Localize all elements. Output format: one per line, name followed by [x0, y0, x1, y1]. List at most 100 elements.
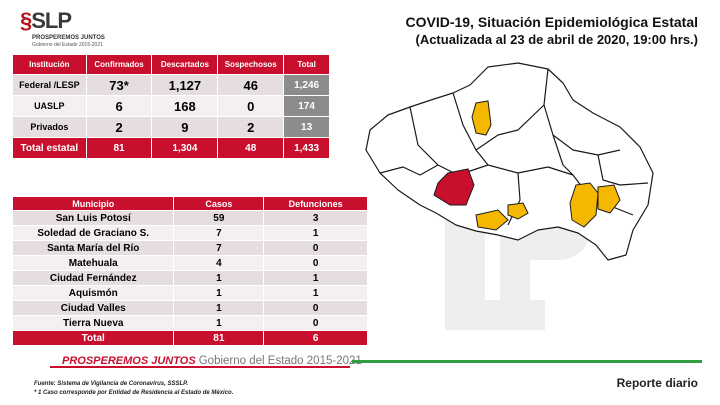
map-region-fernandez: [507, 202, 529, 220]
municipio-name: Ciudad Valles: [11, 300, 175, 316]
defunciones-cell: 1: [263, 270, 368, 286]
table-row: Ciudad Valles 1 0: [11, 300, 368, 316]
col-header-confirmados: Confirmados: [85, 54, 153, 75]
map-border: [379, 164, 439, 176]
footer-red-rule: [50, 366, 350, 368]
municipio-name: Ciudad Fernández: [11, 270, 175, 286]
sospechosos-cell: 2: [217, 116, 285, 138]
municipio-name: Soledad de Graciano S.: [11, 225, 175, 241]
institution-summary-table: Institución Confirmados Descartados Sosp…: [12, 54, 330, 159]
total-sospechosos: 48: [217, 137, 285, 159]
map-region: [365, 62, 654, 261]
map-region-matehuala: [471, 100, 492, 136]
municipality-header-row: Municipio Casos Defunciones: [11, 196, 368, 211]
municipio-name: Santa María del Río: [11, 240, 175, 256]
table-row: UASLP 6 168 0 174: [12, 95, 330, 117]
casos-cell: 59: [173, 210, 265, 226]
col-header-descartados: Descartados: [151, 54, 219, 75]
municipio-name: San Luis Potosí: [11, 210, 175, 226]
footer-green-rule: [352, 360, 702, 363]
casos-cell: 7: [173, 225, 265, 241]
institution-name: Privados: [12, 116, 87, 138]
municipio-name: Tierra Nueva: [11, 315, 175, 331]
total-casos: 81: [173, 330, 265, 346]
casos-cell: 4: [173, 255, 265, 271]
descartados-cell: 9: [151, 116, 219, 138]
map-border: [452, 92, 489, 166]
table-row: Tierra Nueva 1 0: [11, 315, 368, 331]
footer-brand-bold: PROSPEREMOS JUNTOS: [62, 355, 196, 367]
defunciones-cell: 0: [263, 240, 368, 256]
defunciones-cell: 1: [263, 225, 368, 241]
total-label: Total: [11, 330, 175, 346]
table-row: San Luis Potosí 59 3: [11, 210, 368, 226]
table-row: Aquismón 1 1: [11, 285, 368, 301]
table-row: Privados 2 9 2 13: [12, 116, 330, 138]
sospechosos-cell: 0: [217, 95, 285, 117]
col-header-total: Total: [283, 54, 330, 75]
defunciones-cell: 0: [263, 315, 368, 331]
total-descartados: 1,304: [151, 137, 219, 159]
total-cell: 1,246: [283, 74, 330, 96]
summary-total-row: Total estatal 81 1,304 48 1,433: [12, 137, 330, 159]
confirmados-cell: 73*: [85, 74, 153, 96]
total-confirmados: 81: [85, 137, 153, 159]
total-cell: 13: [283, 116, 330, 138]
map-region-aquismon: [597, 184, 621, 214]
municipality-total-row: Total 81 6: [11, 330, 368, 346]
defunciones-cell: 0: [263, 255, 368, 271]
footnote: * 1 Caso corresponde por Entidad de Resi…: [34, 390, 234, 396]
summary-header-row: Institución Confirmados Descartados Sosp…: [12, 54, 330, 75]
map-border: [487, 164, 574, 176]
confirmados-cell: 6: [85, 95, 153, 117]
logo-mark: §SLP: [20, 8, 72, 33]
table-row: Ciudad Fernández 1 1: [11, 270, 368, 286]
report-label: Reporte diario: [616, 376, 698, 390]
total-label: Total estatal: [12, 137, 87, 159]
col-header-defunciones: Defunciones: [263, 196, 368, 211]
casos-cell: 1: [173, 270, 265, 286]
defunciones-cell: 3: [263, 210, 368, 226]
logo-tagline: PROSPEREMOS JUNTOS: [32, 35, 105, 41]
slp-logo: §SLP PROSPEREMOS JUNTOS Gobierno del Est…: [20, 8, 105, 48]
report-header: COVID-19, Situación Epidemiológica Estat…: [405, 14, 698, 47]
municipality-table: Municipio Casos Defunciones San Luis Pot…: [11, 196, 368, 346]
municipio-name: Matehuala: [11, 255, 175, 271]
source-note: Fuente: Sistema de Vigilancia de Coronav…: [34, 381, 189, 387]
casos-cell: 1: [173, 285, 265, 301]
table-row: Federal /LESP 73* 1,127 46 1,246: [12, 74, 330, 96]
map-region-san-luis-potosi: [433, 168, 475, 206]
total-defunciones: 6: [263, 330, 368, 346]
report-title: COVID-19, Situación Epidemiológica Estat…: [405, 14, 698, 30]
footer-brand-rest: Gobierno del Estado 2015-2021: [198, 355, 362, 367]
sospechosos-cell: 46: [217, 74, 285, 96]
state-map: [365, 62, 654, 261]
defunciones-cell: 1: [263, 285, 368, 301]
footer-brand: PROSPEREMOS JUNTOS Gobierno del Estado 2…: [62, 355, 362, 367]
col-header-municipio: Municipio: [11, 196, 175, 211]
table-row: Matehuala 4 0: [11, 255, 368, 271]
logo-subtag: Gobierno del Estado 2015-2021: [32, 42, 103, 48]
casos-cell: 1: [173, 300, 265, 316]
confirmados-cell: 2: [85, 116, 153, 138]
map-border: [543, 68, 621, 156]
logo-name: SLP: [31, 8, 72, 33]
report-subtitle: (Actualizada al 23 de abril de 2020, 19:…: [415, 32, 698, 47]
col-header-institucion: Institución: [12, 54, 87, 75]
descartados-cell: 168: [151, 95, 219, 117]
col-header-casos: Casos: [173, 196, 265, 211]
institution-name: UASLP: [12, 95, 87, 117]
map-region-santa-maria: [475, 209, 509, 231]
map-region-valles: [569, 182, 599, 228]
descartados-cell: 1,127: [151, 74, 219, 96]
municipio-name: Aquismón: [11, 285, 175, 301]
casos-cell: 7: [173, 240, 265, 256]
institution-name: Federal /LESP: [12, 74, 87, 96]
footer-notes: Fuente: Sistema de Vigilancia de Coronav…: [34, 380, 233, 398]
table-row: Santa María del Río 7 0: [11, 240, 368, 256]
map-border: [552, 134, 574, 176]
casos-cell: 1: [173, 315, 265, 331]
map-border: [597, 154, 649, 186]
map-border: [475, 104, 545, 151]
defunciones-cell: 0: [263, 300, 368, 316]
